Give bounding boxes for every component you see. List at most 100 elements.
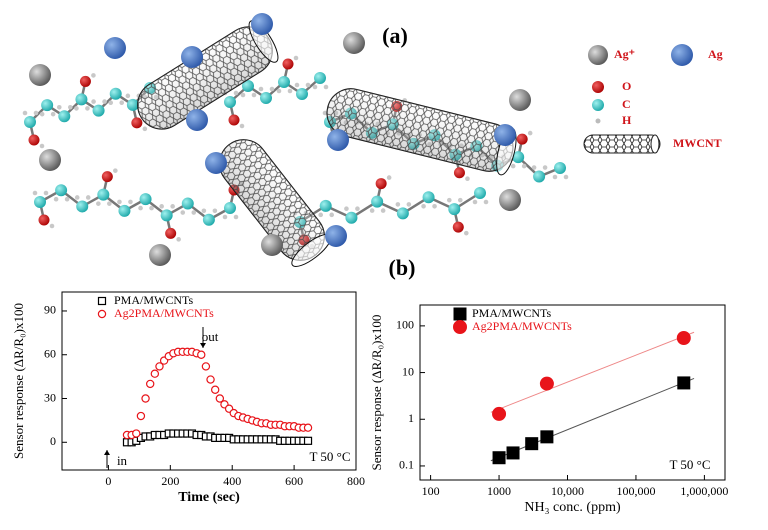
- atom: [131, 117, 143, 129]
- legend-label: H: [622, 113, 632, 127]
- atom: [375, 178, 387, 190]
- atom: [521, 163, 527, 169]
- y-tick-label: 0.1: [399, 458, 414, 472]
- data-point: [215, 394, 225, 403]
- atom: [32, 190, 38, 196]
- x-tick-label: 100,000: [616, 484, 655, 498]
- atom: [138, 205, 143, 211]
- atom: [396, 207, 409, 220]
- data-point: [155, 362, 164, 371]
- nanotube-shade: [219, 139, 325, 261]
- atom: [92, 104, 105, 117]
- atom: [75, 93, 88, 106]
- atom: [421, 203, 426, 209]
- legend-atom: [592, 81, 604, 93]
- nanotube-shade: [137, 26, 273, 130]
- atom: [142, 126, 148, 132]
- atom: [149, 205, 154, 211]
- atom: [258, 86, 264, 92]
- y-tick-label: 0: [50, 434, 56, 448]
- y-tick-label: 90: [44, 303, 56, 317]
- legend-atom: [588, 45, 608, 65]
- atom: [446, 197, 452, 203]
- atom: [186, 109, 208, 131]
- atom: [296, 88, 308, 100]
- atom: [278, 76, 290, 88]
- atom: [240, 92, 246, 98]
- atom: [38, 214, 50, 226]
- atom: [371, 195, 384, 208]
- molecular-diagram: [22, 13, 569, 267]
- atom: [228, 114, 240, 126]
- y-tick-label: 30: [44, 390, 56, 404]
- atom: [395, 202, 401, 207]
- data-point: [492, 406, 507, 421]
- atom: [386, 175, 392, 180]
- atom: [474, 187, 486, 199]
- atom: [74, 106, 79, 111]
- atom: [483, 199, 489, 205]
- atom: [97, 188, 110, 201]
- atom: [191, 210, 197, 215]
- legend-label: O: [622, 79, 631, 93]
- atom: [64, 196, 70, 202]
- legend-marker: [97, 309, 107, 319]
- atom: [74, 195, 80, 200]
- atom: [322, 110, 328, 116]
- atom: [159, 204, 164, 209]
- atom: [422, 191, 435, 204]
- atom: [125, 93, 131, 99]
- atom: [117, 199, 122, 205]
- data-point: [132, 429, 141, 438]
- atom: [39, 143, 45, 149]
- data-point: [206, 375, 215, 384]
- atom: [56, 104, 62, 110]
- atom: [329, 212, 335, 218]
- data-point: [539, 376, 554, 391]
- plot-frame: [419, 304, 726, 481]
- atom: [201, 208, 207, 214]
- atom: [319, 199, 332, 212]
- legend-marker: [453, 320, 467, 334]
- atom: [527, 130, 533, 136]
- x-tick-label: 400: [223, 474, 241, 488]
- atom: [554, 162, 566, 174]
- atom: [22, 110, 28, 116]
- atom: [465, 176, 470, 182]
- legend-nanotube: [583, 134, 661, 154]
- atom: [39, 149, 61, 171]
- annotation: in: [117, 453, 128, 468]
- atom: [312, 84, 318, 90]
- atom: [552, 174, 558, 180]
- atom: [102, 99, 107, 104]
- atom: [176, 237, 181, 242]
- atom: [205, 152, 227, 174]
- atom: [345, 211, 358, 224]
- atom: [531, 165, 537, 170]
- atom: [49, 223, 55, 229]
- data-point: [145, 379, 155, 389]
- data-point: [525, 437, 539, 451]
- atom: [457, 197, 463, 203]
- y-axis-label: Sensor response (ΔR/R₀)x100: [11, 303, 26, 459]
- x-tick-label: 0: [105, 474, 111, 488]
- atom: [542, 165, 548, 170]
- atom: [355, 206, 360, 212]
- atom: [494, 124, 516, 146]
- x-axis-label: Time (sec): [178, 490, 240, 505]
- legend-label: Ag⁺: [614, 47, 635, 61]
- x-tick-label: 800: [347, 474, 365, 488]
- atom: [107, 201, 112, 206]
- data-point: [540, 430, 554, 444]
- atom: [91, 73, 96, 78]
- x-tick-label: 1,000,000: [680, 484, 728, 498]
- annotation: out: [202, 329, 219, 344]
- data-point: [303, 436, 313, 445]
- data-point: [676, 330, 691, 345]
- atom: [41, 99, 54, 112]
- atom: [233, 90, 239, 96]
- atom: [369, 208, 375, 213]
- y-tick-label: 60: [44, 346, 56, 360]
- x-axis-label: NH₃ conc. (ppm): [524, 500, 621, 515]
